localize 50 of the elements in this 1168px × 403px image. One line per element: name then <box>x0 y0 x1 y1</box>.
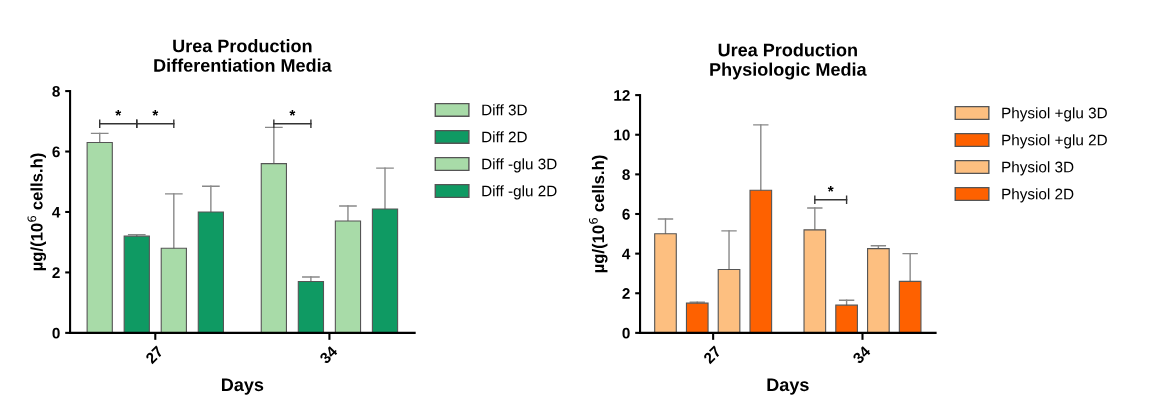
legend-label: Physiol +glu 2D <box>1002 134 1107 149</box>
x-axis-title: Days <box>221 378 264 395</box>
bar <box>260 163 288 333</box>
legend-label: Physiol 3D <box>1002 161 1074 176</box>
legend-label: Diff -glu 2D <box>482 185 557 200</box>
y-tick-label: 8 <box>52 85 60 97</box>
bar <box>898 280 922 333</box>
y-tick-label: 4 <box>622 248 631 260</box>
bar <box>835 304 858 333</box>
y-tick-label: 2 <box>52 267 60 278</box>
bar <box>297 280 325 333</box>
bar <box>197 211 225 333</box>
x-tick-label: 34 <box>318 345 339 365</box>
y-tick-label: 0 <box>622 327 630 339</box>
y-axis-title: µg/(10$^{6}$ cells.h) <box>588 155 608 273</box>
y-tick-label: 10 <box>614 129 630 141</box>
x-tick-label: 27 <box>702 345 722 365</box>
legend-label: Physiol +glu 3D <box>1002 107 1107 122</box>
annotation: * <box>152 110 159 116</box>
y-tick-label: 6 <box>52 146 60 158</box>
x-axis-title: Days <box>767 378 809 395</box>
bar <box>685 302 709 333</box>
legend-label: Diff -glu 3D <box>482 158 557 173</box>
bar <box>123 235 150 333</box>
y-tick-label: 6 <box>622 208 630 220</box>
y-axis-title: µg/(10$^{6}$ cells.h) <box>27 153 47 271</box>
y-tick-label: 0 <box>52 327 60 339</box>
bar <box>717 268 741 333</box>
bar <box>867 248 890 333</box>
annotation: * <box>289 110 296 116</box>
bar <box>654 233 677 333</box>
y-tick-label: 4 <box>52 207 61 218</box>
annotation: * <box>827 186 834 192</box>
legend-label: Diff 2D <box>482 131 527 143</box>
y-tick-label: 8 <box>622 169 630 181</box>
bar <box>371 208 399 333</box>
bar <box>803 229 827 333</box>
legend-label: Diff 3D <box>482 104 527 116</box>
y-tick-label: 2 <box>622 288 630 299</box>
bar <box>334 220 362 333</box>
y-tick-label: 12 <box>614 89 630 101</box>
bar <box>86 141 113 333</box>
annotation: * <box>115 110 122 116</box>
bar <box>160 247 187 333</box>
bar <box>749 189 773 333</box>
x-tick-label: 34 <box>851 345 872 365</box>
chart-title: Urea Production Physiologic Media <box>710 43 867 80</box>
x-tick-label: 27 <box>144 345 164 365</box>
legend-label: Physiol 2D <box>1002 188 1074 203</box>
chart-title: Urea Production Differentiation Media <box>154 39 332 72</box>
